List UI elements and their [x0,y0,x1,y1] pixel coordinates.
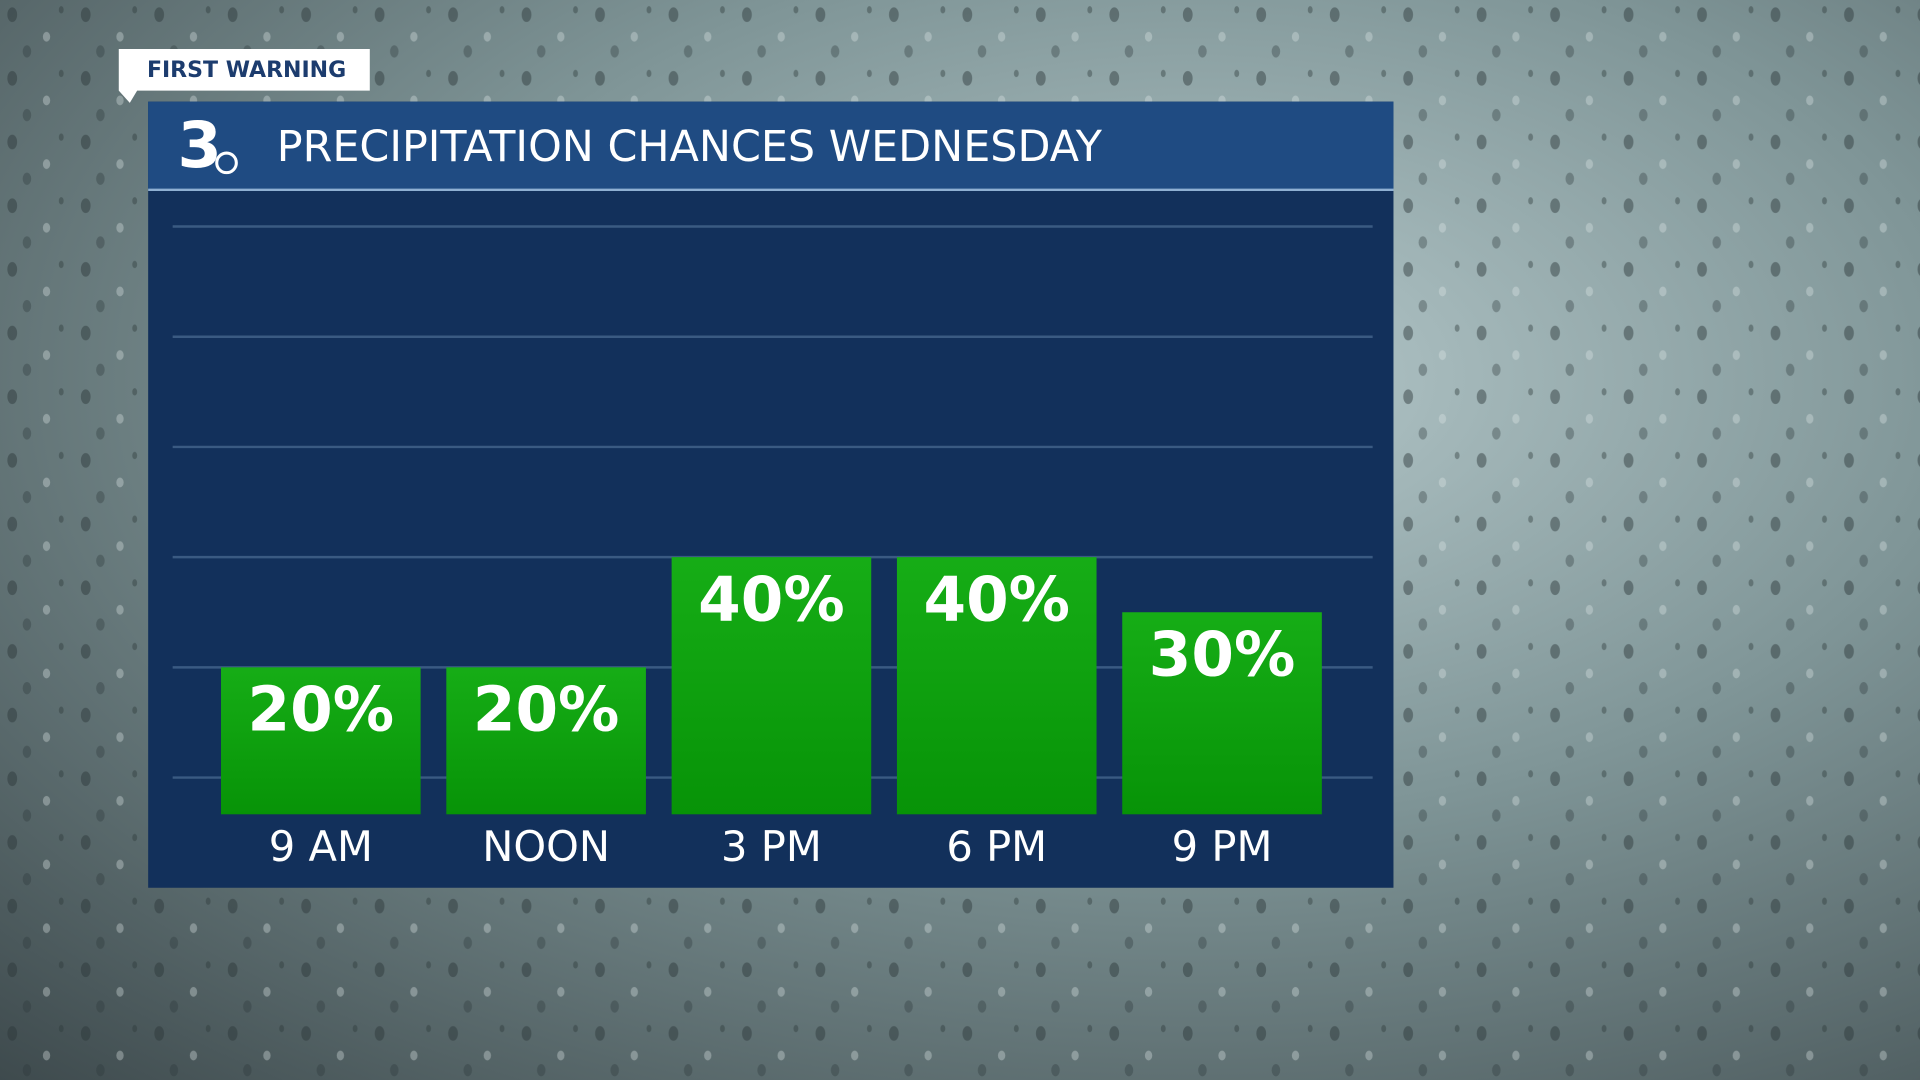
tag-text: FIRST WARNING [147,58,346,83]
x-tick-label: NOON [482,822,610,871]
value-label: 20% [248,674,395,745]
logo-eye [215,151,238,175]
bar [446,667,646,815]
value-label: 20% [473,674,620,745]
x-tick-label: 3 PM [721,822,822,871]
bar [671,557,872,815]
x-tick-label: 9 PM [1172,822,1273,871]
x-tick-label: 6 PM [946,822,1047,871]
bar [1122,612,1322,815]
plot: 20% 9 AM 20% NOON 40% 3 PM 40% 6 PM 30% 9 PM [172,225,1373,871]
bar [221,667,421,815]
x-tick-label: 9 AM [269,822,373,871]
value-label: 40% [923,564,1070,635]
tag-box [118,48,370,103]
value-label: 30% [1149,619,1296,690]
bar [896,557,1097,815]
panel-header [148,101,1394,190]
chart-title: PRECIPITATION CHANCES WEDNESDAY [277,122,1103,172]
logo: 3 [178,109,222,183]
value-label: 40% [698,564,845,635]
